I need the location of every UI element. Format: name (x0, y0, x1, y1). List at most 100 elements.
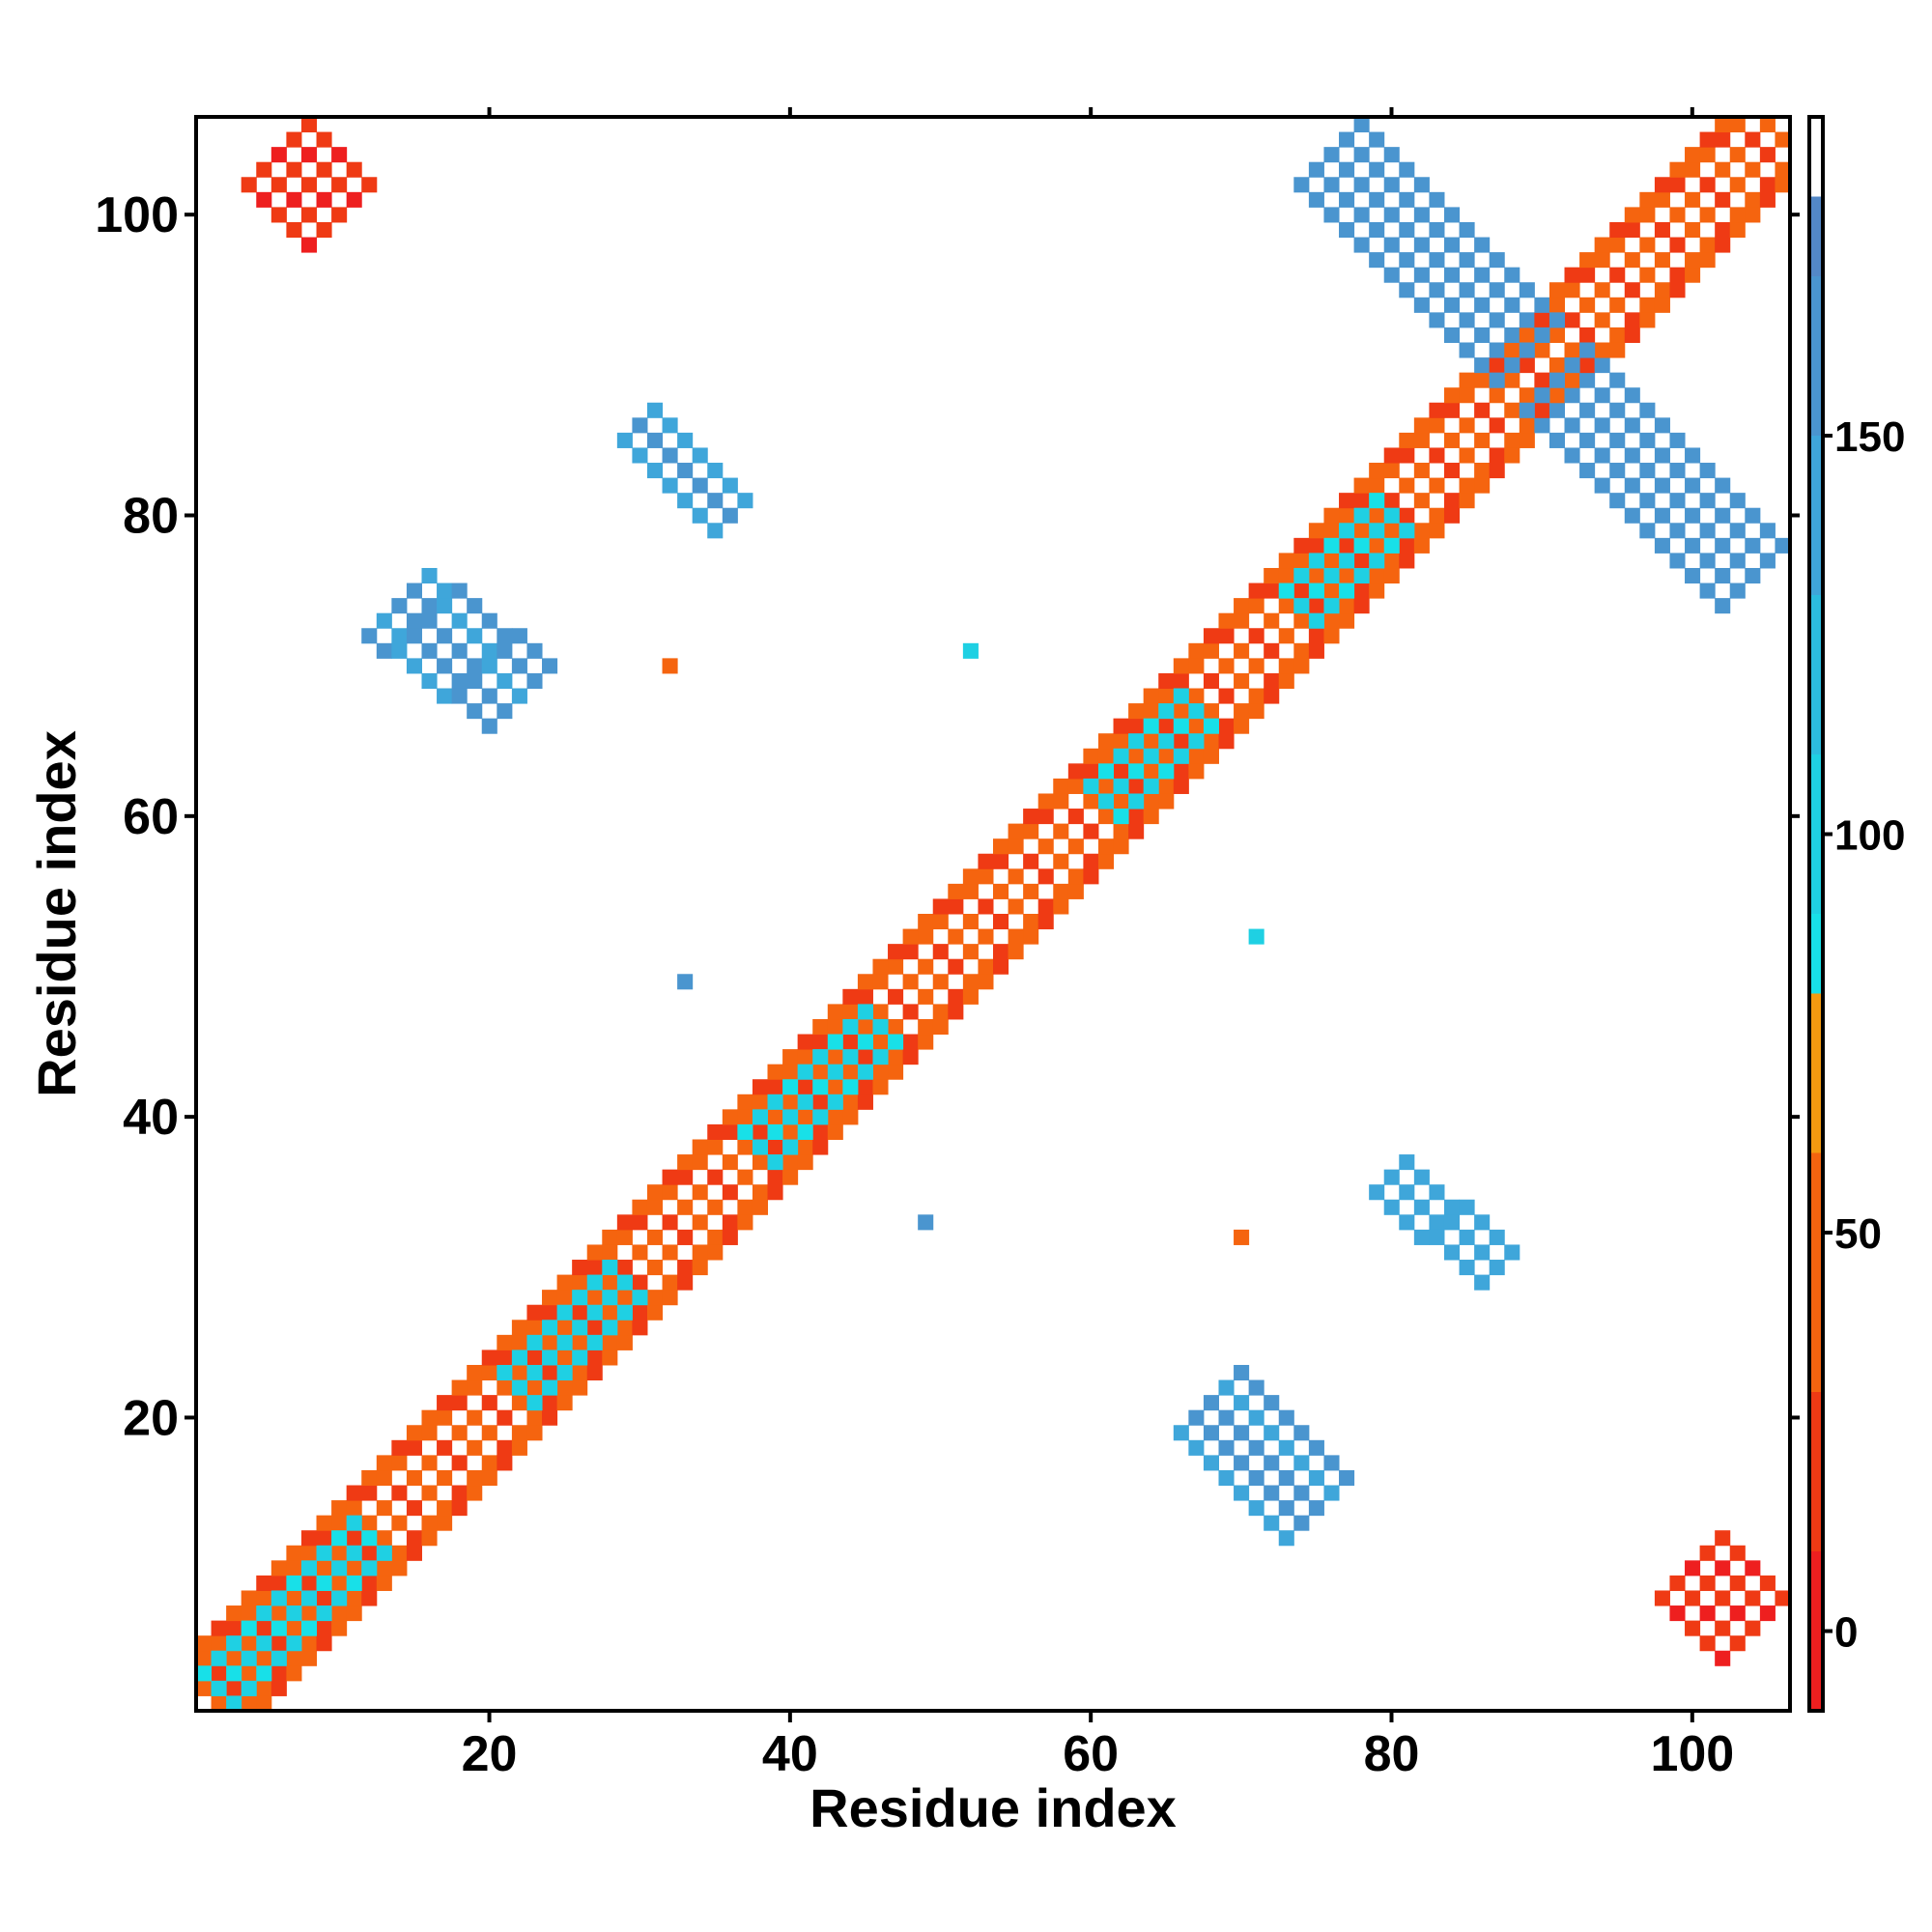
heatmap-cell (572, 1364, 588, 1381)
heatmap-cell (1413, 177, 1430, 193)
heatmap-cell (1308, 628, 1324, 644)
heatmap-cell (1429, 477, 1445, 494)
heatmap-cell (1443, 207, 1461, 223)
heatmap-cell (1548, 297, 1566, 313)
heatmap-cell (1429, 191, 1445, 208)
heatmap-cell (1459, 417, 1475, 434)
x-tick-label: 60 (1063, 1726, 1119, 1782)
heatmap-cell (1715, 131, 1731, 148)
heatmap-cell (1715, 117, 1731, 133)
heatmap-cell (812, 1139, 829, 1155)
heatmap-cell (1459, 1199, 1475, 1215)
heatmap-cell (1745, 207, 1761, 223)
heatmap-cell (346, 1530, 362, 1547)
heatmap-cell (632, 1274, 648, 1291)
heatmap-cell (1399, 191, 1415, 208)
heatmap-cell (1685, 1620, 1701, 1636)
heatmap-cell (1669, 493, 1686, 509)
heatmap-cell (1534, 387, 1550, 404)
heatmap-cell (1715, 507, 1731, 524)
heatmap-cell (1699, 252, 1716, 269)
heatmap-cell (421, 672, 438, 690)
heatmap-cell (1504, 432, 1520, 448)
heatmap-cell (707, 463, 724, 479)
heatmap-cell (1218, 658, 1235, 674)
heatmap-cell (962, 868, 979, 885)
heatmap-cell (1353, 567, 1370, 584)
heatmap-cell (978, 868, 994, 885)
heatmap-cell (1579, 357, 1596, 374)
heatmap-cell (1443, 297, 1461, 313)
heatmap-cell (1745, 537, 1761, 554)
heatmap-cell (572, 1274, 588, 1291)
heatmap-cell (918, 928, 934, 945)
heatmap-cell (1067, 763, 1084, 780)
heatmap-cell (1443, 432, 1461, 448)
heatmap-cell (300, 117, 318, 133)
heatmap-cell (497, 1379, 513, 1396)
heatmap-cell (797, 1109, 813, 1125)
heatmap-cell (421, 567, 438, 584)
heatmap-cell (300, 207, 318, 223)
heatmap-cell (1685, 567, 1701, 584)
heatmap-cell (918, 1018, 934, 1036)
heatmap-cell (467, 1485, 483, 1501)
heatmap-cell (1113, 733, 1129, 750)
heatmap-cell (616, 1320, 633, 1336)
heatmap-cell (1548, 432, 1566, 448)
heatmap-cell (391, 1485, 408, 1501)
heatmap-cell (286, 1650, 302, 1666)
heatmap-cell (1203, 733, 1219, 750)
heatmap-cell (1775, 131, 1791, 148)
heatmap-cell (812, 1109, 829, 1125)
heatmap-cell (1308, 642, 1324, 659)
heatmap-cell (1037, 868, 1054, 885)
heatmap-cell (270, 1650, 287, 1666)
heatmap-cell (872, 1064, 889, 1080)
heatmap-cell (993, 838, 1009, 855)
heatmap-cell (1685, 221, 1701, 239)
heatmap-cell (526, 1304, 543, 1321)
heatmap-cell (1759, 191, 1776, 208)
heatmap-cell (1699, 493, 1716, 509)
heatmap-cell (948, 1004, 964, 1020)
heatmap-cell (722, 1123, 738, 1140)
heatmap-cell (1353, 493, 1370, 509)
heatmap-cell (1218, 1409, 1235, 1426)
heatmap-cell (737, 1169, 753, 1185)
heatmap-cell (542, 1379, 558, 1396)
heatmap-cell (1234, 598, 1250, 614)
heatmap-cell (241, 1590, 257, 1606)
heatmap-cell (1248, 703, 1264, 720)
heatmap-cell (1053, 898, 1069, 915)
heatmap-cell (1459, 252, 1475, 269)
heatmap-cell (556, 1274, 573, 1291)
heatmap-cell (331, 1515, 348, 1531)
heatmap-cell (497, 642, 513, 659)
heatmap-cell (782, 1169, 799, 1185)
heatmap-cell (270, 1665, 287, 1682)
heatmap-cell (1474, 327, 1491, 343)
heatmap-cell (1579, 463, 1596, 479)
heatmap-cell (406, 582, 422, 599)
heatmap-cell (962, 974, 979, 990)
heatmap-cell (286, 191, 302, 208)
heatmap-cell (1264, 1425, 1280, 1441)
heatmap-cell (812, 1094, 829, 1110)
heatmap-cell (1097, 763, 1115, 780)
heatmap-cell (1203, 718, 1219, 734)
heatmap-cell (1715, 221, 1731, 239)
heatmap-cell (1699, 582, 1716, 599)
heatmap-cell (707, 1229, 724, 1245)
heatmap-cell (1519, 282, 1535, 298)
heatmap-cell (256, 161, 272, 178)
heatmap-cell (993, 958, 1009, 975)
heatmap-cell (1264, 672, 1280, 690)
heatmap-cell (1504, 267, 1520, 283)
heatmap-cell (1504, 372, 1520, 388)
heatmap-cell (1188, 1409, 1205, 1426)
heatmap-cell (542, 1409, 558, 1426)
heatmap-cell (270, 1590, 287, 1606)
heatmap-cell (1639, 191, 1656, 208)
